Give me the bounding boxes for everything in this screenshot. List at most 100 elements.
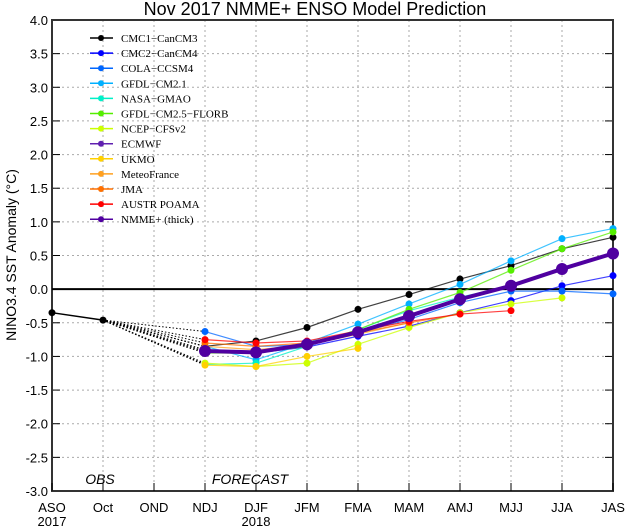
legend-label-cola-ccsm4: COLA−CCSM4 bbox=[121, 63, 194, 75]
data-point-ukmo bbox=[252, 363, 260, 371]
obs-annotation: OBS bbox=[85, 471, 115, 487]
y-tick-label: 2.0 bbox=[30, 148, 48, 163]
data-point-cmc2-cancm4 bbox=[558, 282, 566, 290]
data-point-cmc1-cancm3 bbox=[405, 291, 413, 299]
legend-label-meteofrance: MeteoFrance bbox=[121, 169, 179, 181]
legend-marker-cmc1-cancm3 bbox=[98, 35, 104, 41]
forecast-annotation: FORECAST bbox=[212, 471, 290, 487]
data-point-nmme-thick- bbox=[454, 293, 466, 306]
legend-marker-cmc2-cancm4 bbox=[98, 50, 104, 57]
y-tick-label: -0.5 bbox=[26, 316, 48, 331]
legend-marker-nasa-gmao bbox=[98, 95, 104, 102]
legend-marker-nmme-thick- bbox=[98, 216, 104, 223]
data-point-gfdl-cm2-1 bbox=[354, 320, 362, 328]
data-point-ukmo bbox=[354, 344, 362, 352]
data-point-gfdl-cm2-1 bbox=[507, 257, 515, 265]
legend-marker-ukmo bbox=[98, 155, 104, 162]
legend-marker-ncep-cfsv2 bbox=[98, 125, 104, 132]
data-point-ukmo bbox=[201, 361, 209, 369]
legend-label-ukmo: UKMO bbox=[121, 154, 155, 166]
legend-label-nmme-thick-: NMME+ (thick) bbox=[121, 214, 194, 226]
legend-label-ecmwf: ECMWF bbox=[121, 139, 161, 151]
data-point-nmme-thick- bbox=[250, 346, 262, 359]
legend-label-ncep-cfsv2: NCEP−CFSv2 bbox=[121, 124, 186, 136]
x-tick-label: AMJ bbox=[447, 500, 473, 515]
y-tick-label: 3.0 bbox=[30, 80, 48, 95]
y-axis-label: NINO3.4 SST Anomaly (°C) bbox=[3, 169, 19, 341]
data-point-nmme-thick- bbox=[607, 247, 619, 260]
legend-label-austr-poama: AUSTR POAMA bbox=[121, 199, 200, 211]
series-line-ukmo bbox=[204, 347, 359, 368]
y-tick-label: 0.5 bbox=[30, 249, 48, 264]
legend-marker-gfdl-cm2-5-florb bbox=[98, 110, 104, 117]
data-point-nmme-thick- bbox=[403, 310, 415, 323]
data-point-nmme-thick- bbox=[352, 326, 364, 339]
data-point-nmme-thick- bbox=[199, 345, 211, 358]
x-tick-label: Oct bbox=[93, 500, 114, 515]
data-point-gfdl-cm2-5-florb bbox=[507, 266, 515, 274]
series-line-ncep-cfsv2 bbox=[204, 297, 563, 368]
data-point-gfdl-cm2-1 bbox=[558, 235, 566, 243]
y-tick-label: 1.0 bbox=[30, 215, 48, 230]
y-tick-label: 1.5 bbox=[30, 181, 48, 196]
y-tick-label: 4.0 bbox=[30, 13, 48, 28]
data-point-ukmo bbox=[303, 352, 311, 360]
legend-marker-ecmwf bbox=[98, 140, 104, 147]
obs-forecast-connector bbox=[102, 319, 206, 347]
x-tick-label: ASO bbox=[38, 500, 65, 515]
y-tick-label: -2.5 bbox=[26, 450, 48, 465]
y-tick-label: -1.0 bbox=[26, 349, 48, 364]
chart-title: Nov 2017 NMME+ ENSO Model Prediction bbox=[144, 0, 487, 19]
x-tick-label: MJJ bbox=[499, 500, 523, 515]
legend-label-gfdl-cm2-1: GFDL−CM2.1 bbox=[121, 78, 187, 90]
data-point-gfdl-cm2-1 bbox=[405, 300, 413, 308]
legend-label-cmc2-cancm4: CMC2−CanCM4 bbox=[121, 48, 198, 60]
data-point-cmc1-cancm3 bbox=[303, 323, 311, 331]
data-point-cmc1-cancm3 bbox=[609, 233, 617, 241]
x-tick-label: MAM bbox=[394, 500, 424, 515]
obs-forecast-connector bbox=[102, 319, 206, 352]
data-point-ncep-cfsv2 bbox=[303, 359, 311, 367]
year-label: 2018 bbox=[242, 514, 271, 528]
y-tick-label: -1.5 bbox=[26, 383, 48, 398]
legend-label-cmc1-cancm3: CMC1−CanCM3 bbox=[121, 33, 198, 45]
data-point-ncep-cfsv2 bbox=[507, 300, 515, 308]
data-point-austr-poama bbox=[252, 339, 260, 347]
data-point-nmme-thick- bbox=[301, 338, 313, 351]
data-point-austr-poama bbox=[507, 307, 515, 315]
data-point-nmme-thick- bbox=[505, 279, 517, 292]
data-point-gfdl-cm2-5-florb bbox=[609, 228, 617, 236]
data-point-cmc1-cancm3 bbox=[456, 275, 464, 283]
legend-marker-gfdl-cm2-1 bbox=[98, 80, 104, 87]
legend-label-jma: JMA bbox=[121, 184, 143, 196]
y-tick-label: 2.5 bbox=[30, 114, 48, 129]
legend-marker-jma bbox=[98, 186, 104, 192]
data-point-austr-poama bbox=[456, 310, 464, 318]
obs-point bbox=[48, 309, 56, 317]
data-point-ncep-cfsv2 bbox=[558, 294, 566, 302]
legend-marker-austr-poama bbox=[98, 201, 104, 208]
x-tick-label: DJF bbox=[244, 500, 268, 515]
data-point-gfdl-cm2-1 bbox=[456, 280, 464, 288]
y-tick-label: 0.0 bbox=[30, 282, 48, 297]
data-point-cola-ccsm4 bbox=[558, 287, 566, 295]
data-point-cola-ccsm4 bbox=[609, 290, 617, 298]
legend-marker-meteofrance bbox=[98, 170, 104, 177]
x-tick-label: JFM bbox=[294, 500, 319, 515]
x-tick-label: JJA bbox=[551, 500, 573, 515]
data-point-cola-ccsm4 bbox=[201, 328, 209, 336]
legend-label-nasa-gmao: NASA−GMAO bbox=[121, 93, 191, 105]
data-point-nmme-thick- bbox=[556, 262, 568, 275]
data-point-cmc1-cancm3 bbox=[354, 305, 362, 313]
data-point-cmc2-cancm4 bbox=[609, 272, 617, 280]
y-tick-label: -2.0 bbox=[26, 417, 48, 432]
data-point-gfdl-cm2-5-florb bbox=[558, 245, 566, 253]
legend-marker-cola-ccsm4 bbox=[98, 65, 104, 72]
data-point-austr-poama bbox=[201, 336, 209, 344]
y-tick-label: -3.0 bbox=[26, 484, 48, 499]
x-tick-label: JAS bbox=[601, 500, 625, 515]
x-tick-label: OND bbox=[140, 500, 169, 515]
obs-forecast-connector bbox=[102, 319, 206, 366]
x-tick-label: NDJ bbox=[192, 500, 217, 515]
